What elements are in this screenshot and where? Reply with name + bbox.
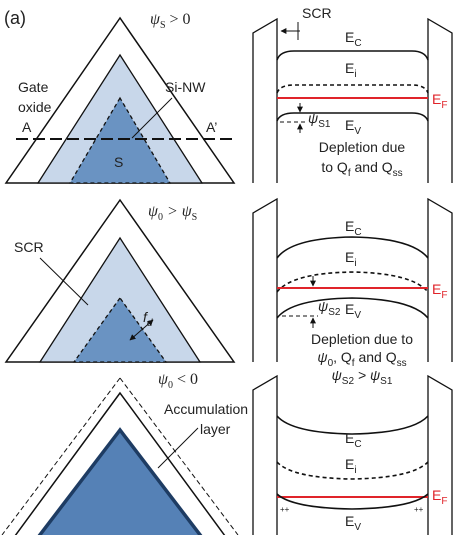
text-part: i	[354, 69, 356, 80]
charge-mark: ++	[280, 505, 290, 514]
text-part: V	[354, 522, 361, 533]
text-part: F	[441, 290, 447, 301]
text-part: C	[354, 439, 361, 450]
text-part: S2	[342, 376, 355, 387]
ef-label: EF	[432, 487, 447, 507]
text-part: and Q	[351, 159, 393, 175]
accumulation-label: layer	[200, 421, 231, 437]
text-part: ψ	[318, 298, 328, 314]
text-part: E	[432, 91, 441, 107]
scr-label: SCR	[14, 239, 44, 255]
oxide-label: Gate	[18, 79, 49, 95]
nanowire-label: Si-NW	[165, 79, 206, 95]
text-part: E	[345, 430, 354, 446]
condition: ψ0 < 0	[158, 371, 198, 391]
scr-label: SCR	[302, 5, 332, 21]
wall	[253, 199, 277, 362]
text-part: E	[345, 117, 354, 133]
ef-label: EF	[432, 91, 447, 111]
text-part: E	[345, 513, 354, 529]
text-part: Depletion due to	[311, 331, 413, 347]
text-part: S	[192, 212, 198, 223]
text-part: ψ	[308, 110, 318, 126]
ec-label: EC	[345, 430, 362, 450]
text-part: E	[432, 487, 441, 503]
conduction-band	[277, 51, 428, 60]
text-part: d	[147, 318, 153, 329]
text-part: and Q	[355, 349, 397, 365]
text-part: E	[345, 218, 354, 234]
text-part: V	[354, 126, 361, 137]
caption: ψ0, Qf and Qss	[317, 349, 406, 369]
text-part: C	[354, 227, 361, 238]
text-part: S1	[380, 376, 393, 387]
text-part: E	[345, 456, 354, 472]
caption: Depletion due to	[311, 331, 413, 347]
text-part: V	[354, 310, 361, 321]
text-part: E	[345, 301, 354, 317]
condition: ψ0 > ψS	[148, 203, 197, 223]
text-part: ss	[393, 168, 403, 179]
condition: ψS > 0	[150, 11, 191, 31]
text-part: < 0	[173, 371, 198, 388]
ei-label: Ei	[345, 456, 357, 476]
ef-label: EF	[432, 281, 447, 301]
cut-label: A’	[206, 119, 217, 135]
text-part: E	[345, 29, 354, 45]
caption: Depletion due	[319, 139, 406, 155]
text-part: ss	[397, 358, 407, 369]
text-part: to Q	[321, 159, 348, 175]
text-part: E	[345, 249, 354, 265]
text-part: E	[432, 281, 441, 297]
panel-label: (a)	[4, 8, 26, 28]
ev-label: EV	[345, 117, 361, 137]
leader	[158, 428, 198, 468]
wall	[253, 376, 277, 535]
ei-label: Ei	[345, 249, 357, 269]
ec-label: EC	[345, 29, 362, 49]
text-part: Depletion due	[319, 139, 406, 155]
cut-label: A	[22, 119, 32, 135]
text-part: > ψ	[163, 203, 193, 220]
potential-label: ψS2	[318, 298, 341, 318]
ei-label: Ei	[345, 60, 357, 80]
intrinsic-level	[277, 85, 428, 93]
ec-label: EC	[345, 218, 362, 238]
wall	[253, 19, 277, 183]
text-part: i	[354, 465, 356, 476]
figure: (a) ψS > 0 Gate oxide Si-NW A A’ S SCR E…	[0, 0, 455, 535]
text-part: > ψ	[354, 367, 380, 383]
text-part: E	[345, 60, 354, 76]
charge-mark: ++	[414, 505, 424, 514]
text-part: , Q	[333, 349, 352, 365]
wall	[428, 376, 452, 535]
text-part: S1	[318, 119, 331, 130]
text-part: i	[354, 258, 356, 269]
text-part: S2	[328, 307, 341, 318]
oxide-label: oxide	[18, 99, 52, 115]
text-part: ψ	[332, 367, 342, 383]
caption: to Qf and Qss	[321, 159, 402, 179]
core-label: S	[114, 154, 123, 170]
text-part: ψ	[317, 349, 327, 365]
ev-label: EV	[345, 301, 361, 321]
text-part: > 0	[166, 11, 191, 28]
ev-label: EV	[345, 513, 361, 533]
text-part: C	[354, 38, 361, 49]
text-part: F	[441, 496, 447, 507]
accumulation-label: Accumulation	[164, 401, 248, 417]
caption: ψS2 > ψS1	[332, 367, 393, 387]
text-part: F	[441, 100, 447, 111]
